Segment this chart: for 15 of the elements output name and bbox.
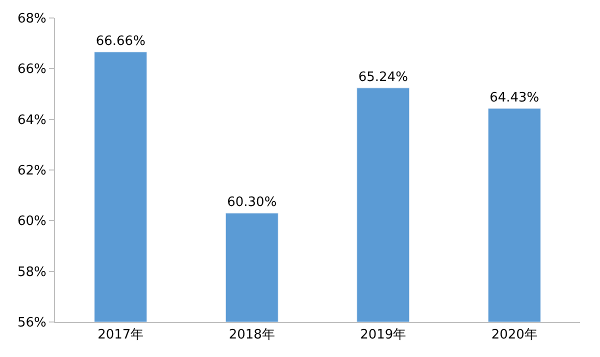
x-tick-label: 2017年 (98, 328, 144, 343)
data-label: 65.24% (358, 70, 408, 85)
x-tick-label: 2019年 (360, 328, 406, 343)
y-tick-label: 66% (17, 62, 46, 78)
data-label: 66.66% (96, 34, 146, 49)
x-tick-label: 2018年 (228, 328, 275, 343)
y-tick-label: 56% (17, 316, 46, 331)
data-label: 64.43% (490, 90, 540, 106)
y-tick-label: 62% (17, 164, 46, 179)
y-tick-label: 68% (17, 12, 46, 27)
y-tick-label: 60% (17, 214, 46, 230)
data-label: 60.30% (227, 195, 277, 210)
y-tick-label: 64% (17, 112, 46, 128)
x-tick-label: 2020年 (491, 328, 538, 343)
y-tick-label: 58% (17, 264, 46, 280)
